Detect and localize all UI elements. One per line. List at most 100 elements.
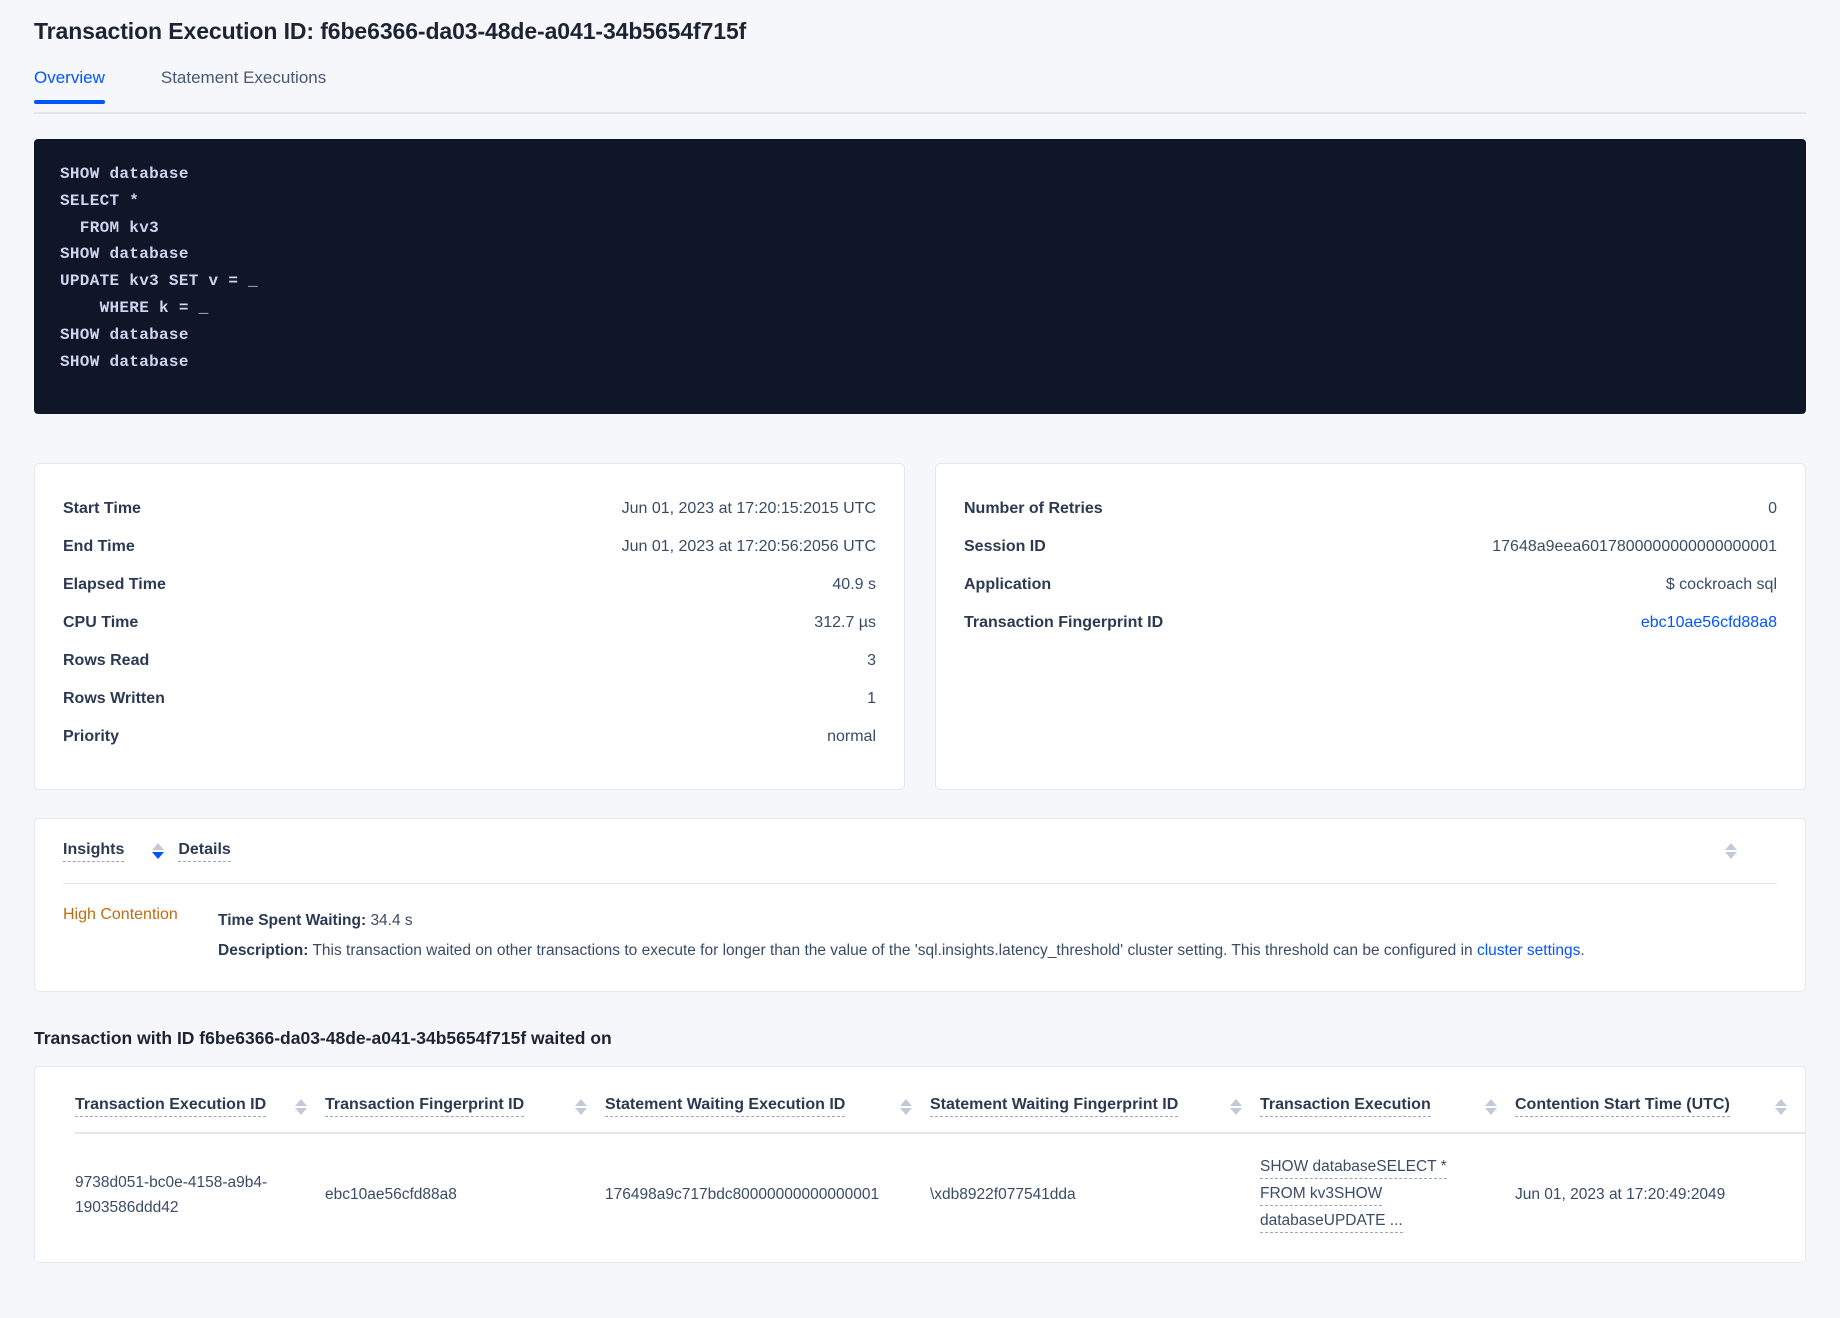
waited-on-table-card: Transaction Execution ID Transaction Fin… [34, 1066, 1806, 1263]
summary-cards: Start Time Jun 01, 2023 at 17:20:15:2015… [34, 463, 1806, 790]
table-head: Transaction Execution ID Transaction Fin… [75, 1067, 1805, 1133]
table-row: 9738d051-bc0e-4158-a9b4-1903586ddd42 ebc… [75, 1132, 1805, 1255]
time-spent-waiting-label: Time Spent Waiting: [218, 912, 367, 929]
waited-on-section-title: Transaction with ID f6be6366-da03-48de-a… [34, 1028, 612, 1048]
column-header-transaction-execution-id[interactable]: Transaction Execution ID [75, 1067, 325, 1133]
insights-row: High Contention Time Spent Waiting: 34.4… [63, 884, 1777, 966]
sort-arrows-icon[interactable] [1775, 1098, 1787, 1115]
sort-arrows-icon[interactable] [1485, 1098, 1497, 1115]
sort-arrows-icon[interactable] [152, 843, 165, 859]
cell-statement-waiting-fingerprint-id: \xdb8922f077541dda [930, 1132, 1260, 1255]
sort-arrows-icon[interactable] [1230, 1098, 1242, 1115]
cell-transaction-execution[interactable]: SHOW databaseSELECT * FROM kv3SHOW datab… [1260, 1132, 1515, 1255]
cluster-settings-link[interactable]: cluster settings [1476, 942, 1581, 959]
detail-value: 17648a9eea6017800000000000000001 [1492, 538, 1777, 555]
transaction-execution-line[interactable]: FROM kv3SHOW [1260, 1183, 1383, 1206]
detail-value: Jun 01, 2023 at 17:20:15:2015 UTC [621, 500, 876, 517]
detail-row-rows-written: Rows Written 1 [63, 680, 876, 718]
insight-details: Time Spent Waiting: 34.4 s Description: … [218, 906, 1777, 966]
insights-card: Insights Details High Contention Time Sp… [34, 818, 1806, 992]
detail-label: Number of Retries [964, 500, 1103, 517]
sort-ascending-arrow-icon [152, 843, 165, 850]
detail-label: Elapsed Time [63, 576, 166, 593]
transaction-fingerprint-id-link[interactable]: ebc10ae56cfd88a8 [1640, 614, 1777, 631]
sort-descending-arrow-icon [152, 852, 165, 859]
detail-label: Session ID [964, 538, 1046, 555]
sort-ascending-arrow-icon [1725, 843, 1737, 850]
sql-line: SELECT * [60, 191, 140, 210]
table-header-row: Transaction Execution ID Transaction Fin… [75, 1067, 1805, 1133]
detail-label: Rows Written [63, 690, 165, 707]
time-spent-waiting-value: 34.4 s [370, 912, 413, 929]
description-text: This transaction waited on other transac… [312, 942, 1477, 959]
detail-label: Start Time [63, 500, 141, 517]
column-header-label: Transaction Execution ID [75, 1096, 267, 1117]
transaction-execution-line[interactable]: SHOW databaseSELECT * [1260, 1156, 1447, 1179]
timing-summary-card: Start Time Jun 01, 2023 at 17:20:15:2015… [34, 463, 905, 790]
sort-descending-arrow-icon [1485, 1107, 1497, 1115]
sort-arrows-icon[interactable] [1725, 843, 1737, 859]
detail-label: Rows Read [63, 652, 150, 669]
insight-name-badge[interactable]: High Contention [63, 906, 178, 923]
column-header-transaction-execution[interactable]: Transaction Execution [1260, 1067, 1515, 1133]
session-summary-card: Number of Retries 0 Session ID 17648a9ee… [935, 463, 1806, 790]
detail-value: normal [827, 728, 876, 745]
detail-label: Priority [63, 728, 120, 745]
sort-descending-arrow-icon [900, 1107, 912, 1115]
detail-row-cpu-time: CPU Time 312.7 µs [63, 604, 876, 642]
sort-ascending-arrow-icon [1485, 1098, 1497, 1106]
description-tail: . [1580, 942, 1585, 959]
table-body: 9738d051-bc0e-4158-a9b4-1903586ddd42 ebc… [75, 1132, 1805, 1255]
sort-ascending-arrow-icon [295, 1098, 307, 1106]
sort-arrows-icon[interactable] [900, 1098, 912, 1115]
sort-descending-arrow-icon [295, 1107, 307, 1115]
sort-ascending-arrow-icon [575, 1098, 587, 1106]
tab-overview[interactable]: Overview [34, 68, 129, 104]
sort-ascending-arrow-icon [1775, 1098, 1787, 1106]
cell-transaction-execution-id: 9738d051-bc0e-4158-a9b4-1903586ddd42 [75, 1132, 325, 1255]
detail-row-start-time: Start Time Jun 01, 2023 at 17:20:15:2015… [63, 490, 876, 528]
sql-query-block: SHOW database SELECT * FROM kv3 SHOW dat… [34, 139, 1806, 414]
tab-statement-executions[interactable]: Statement Executions [160, 68, 327, 87]
detail-row-session-id: Session ID 17648a9eea6017800000000000000… [964, 528, 1777, 566]
detail-row-transaction-fingerprint-id: Transaction Fingerprint ID ebc10ae56cfd8… [964, 604, 1777, 642]
sql-line: UPDATE kv3 SET v = _ [60, 272, 259, 291]
column-header-label: Transaction Fingerprint ID [325, 1096, 525, 1117]
column-header-transaction-fingerprint-id[interactable]: Transaction Fingerprint ID [325, 1067, 605, 1133]
column-header-statement-waiting-fingerprint-id[interactable]: Statement Waiting Fingerprint ID [930, 1067, 1260, 1133]
time-spent-waiting-line: Time Spent Waiting: 34.4 s [218, 906, 1777, 936]
detail-value: 1 [867, 690, 876, 707]
sort-descending-arrow-icon [1725, 852, 1737, 859]
sql-line: SHOW database [60, 245, 189, 264]
transaction-execution-line[interactable]: databaseUPDATE ... [1260, 1210, 1403, 1233]
cell-transaction-fingerprint-id: ebc10ae56cfd88a8 [325, 1132, 605, 1255]
sort-arrows-icon[interactable] [575, 1098, 587, 1115]
sql-line: SHOW database [60, 352, 189, 371]
detail-row-number-of-retries: Number of Retries 0 [964, 490, 1777, 528]
details-column-header[interactable]: Details [178, 841, 231, 862]
column-header-label: Contention Start Time (UTC) [1515, 1096, 1730, 1117]
detail-row-elapsed-time: Elapsed Time 40.9 s [63, 566, 876, 604]
detail-row-application: Application $ cockroach sql [964, 566, 1777, 604]
waited-on-table: Transaction Execution ID Transaction Fin… [75, 1067, 1805, 1255]
tab-bar: Overview Statement Executions [34, 68, 1806, 114]
detail-value: 0 [1768, 500, 1777, 517]
column-header-label: Transaction Execution [1260, 1096, 1431, 1117]
sort-arrows-icon[interactable] [295, 1098, 307, 1115]
page-title: Transaction Execution ID: f6be6366-da03-… [34, 18, 747, 44]
insights-column-header[interactable]: Insights [63, 841, 125, 862]
detail-row-end-time: End Time Jun 01, 2023 at 17:20:56:2056 U… [63, 528, 876, 566]
detail-value: $ cockroach sql [1665, 576, 1777, 593]
detail-value: 312.7 µs [814, 614, 876, 631]
description-label: Description: [218, 942, 309, 959]
insights-table-header: Insights Details [63, 819, 1777, 884]
column-header-contention-start-time[interactable]: Contention Start Time (UTC) [1515, 1067, 1805, 1133]
sort-descending-arrow-icon [1230, 1107, 1242, 1115]
sort-descending-arrow-icon [575, 1107, 587, 1115]
cell-contention-start-time: Jun 01, 2023 at 17:20:49:2049 [1515, 1132, 1805, 1255]
column-header-statement-waiting-execution-id[interactable]: Statement Waiting Execution ID [605, 1067, 930, 1133]
sql-line: SHOW database [60, 325, 189, 344]
detail-label: Application [964, 576, 1052, 593]
detail-label: Transaction Fingerprint ID [964, 614, 1164, 631]
